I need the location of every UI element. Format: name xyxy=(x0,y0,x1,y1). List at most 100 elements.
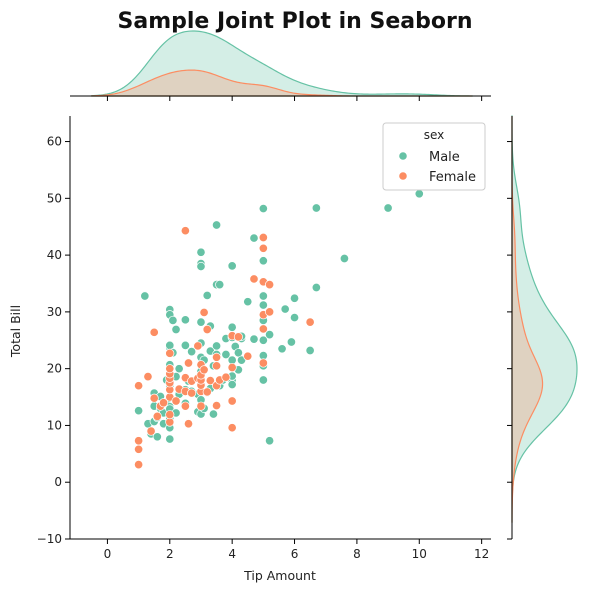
y-tick-label: 10 xyxy=(47,418,62,432)
point-female xyxy=(159,398,169,408)
legend-label-male: Male xyxy=(429,150,460,165)
point-female xyxy=(165,348,175,358)
point-male xyxy=(196,247,206,257)
point-female xyxy=(199,307,209,318)
point-female xyxy=(243,351,253,361)
point-female xyxy=(227,423,237,433)
point-female xyxy=(171,396,181,406)
point-male xyxy=(196,261,206,272)
point-male xyxy=(208,409,219,419)
point-male xyxy=(180,340,190,350)
point-male xyxy=(227,261,237,271)
point-male xyxy=(383,203,393,213)
point-female xyxy=(180,401,190,411)
y-tick-label: −10 xyxy=(37,532,62,546)
point-male xyxy=(212,341,222,351)
x-tick-label: 6 xyxy=(291,547,299,561)
point-male xyxy=(168,315,178,325)
point-female xyxy=(265,307,275,317)
point-male xyxy=(227,322,237,332)
chart-title: Sample Joint Plot in Seaborn xyxy=(118,9,473,34)
legend-label-female: Female xyxy=(429,170,476,185)
point-male xyxy=(414,189,424,199)
point-male xyxy=(187,347,197,357)
y-tick-label: 40 xyxy=(47,248,62,262)
legend-frame xyxy=(382,122,486,191)
point-female xyxy=(249,274,259,284)
point-female xyxy=(212,361,222,371)
point-female xyxy=(227,362,237,373)
y-tick-label: 60 xyxy=(47,135,62,149)
x-tick-label: 10 xyxy=(412,547,427,561)
point-male xyxy=(152,432,162,442)
point-male xyxy=(339,253,349,264)
point-male xyxy=(258,300,268,310)
point-female xyxy=(193,341,203,351)
point-male xyxy=(289,293,300,303)
point-female xyxy=(258,324,268,334)
point-female xyxy=(227,396,237,406)
y-tick-label: 20 xyxy=(47,362,62,376)
point-female xyxy=(212,352,222,362)
point-male xyxy=(265,436,275,446)
point-male xyxy=(286,337,296,347)
y-tick-label: 50 xyxy=(47,191,62,205)
point-female xyxy=(134,381,144,391)
point-female xyxy=(265,280,275,290)
point-female xyxy=(149,327,159,337)
point-male xyxy=(258,291,268,301)
scatter-points xyxy=(134,189,424,470)
point-male xyxy=(311,203,321,213)
y-tick-label: 30 xyxy=(47,305,62,319)
top-marginal xyxy=(70,30,491,101)
point-female xyxy=(146,426,156,436)
point-male xyxy=(212,220,222,230)
point-male xyxy=(243,297,253,307)
point-male xyxy=(258,256,268,266)
point-female xyxy=(134,460,144,470)
legend-marker-female xyxy=(399,172,407,180)
point-male xyxy=(227,380,237,390)
point-male xyxy=(258,335,268,345)
point-male xyxy=(249,233,259,243)
point-female xyxy=(152,411,162,421)
y-tick-label: 0 xyxy=(54,475,62,489)
point-male xyxy=(202,290,212,300)
point-female xyxy=(202,324,212,335)
point-male xyxy=(140,291,150,301)
point-male xyxy=(134,406,144,416)
point-female xyxy=(258,243,268,253)
point-female xyxy=(258,232,268,243)
point-female xyxy=(212,401,222,411)
point-female xyxy=(205,376,215,386)
point-female xyxy=(134,444,144,454)
x-axis-label: Tip Amount xyxy=(243,568,316,583)
x-tick-label: 0 xyxy=(104,547,112,561)
x-tick-label: 8 xyxy=(353,547,361,561)
point-male xyxy=(280,304,290,314)
point-female xyxy=(180,226,190,236)
point-male xyxy=(180,315,190,325)
point-male xyxy=(171,324,181,335)
top-marginal-male-kde xyxy=(91,30,473,97)
point-female xyxy=(165,410,175,420)
point-male xyxy=(311,282,321,293)
point-male xyxy=(249,334,259,344)
point-female xyxy=(187,388,197,398)
point-female xyxy=(165,364,175,374)
point-female xyxy=(258,358,268,368)
point-female xyxy=(221,372,231,382)
point-female xyxy=(199,365,209,375)
legend-marker-male xyxy=(399,152,407,160)
x-tick-label: 4 xyxy=(228,547,236,561)
point-male xyxy=(196,317,206,327)
point-female xyxy=(134,436,144,446)
y-axis-label: Total Bill xyxy=(8,305,23,358)
point-female xyxy=(305,317,315,327)
point-male xyxy=(289,313,300,323)
x-axis-ticks: 0 2 4 6 8 10 12 xyxy=(104,539,489,561)
point-male xyxy=(265,330,275,340)
x-tick-label: 2 xyxy=(166,547,174,561)
point-male xyxy=(305,345,315,356)
